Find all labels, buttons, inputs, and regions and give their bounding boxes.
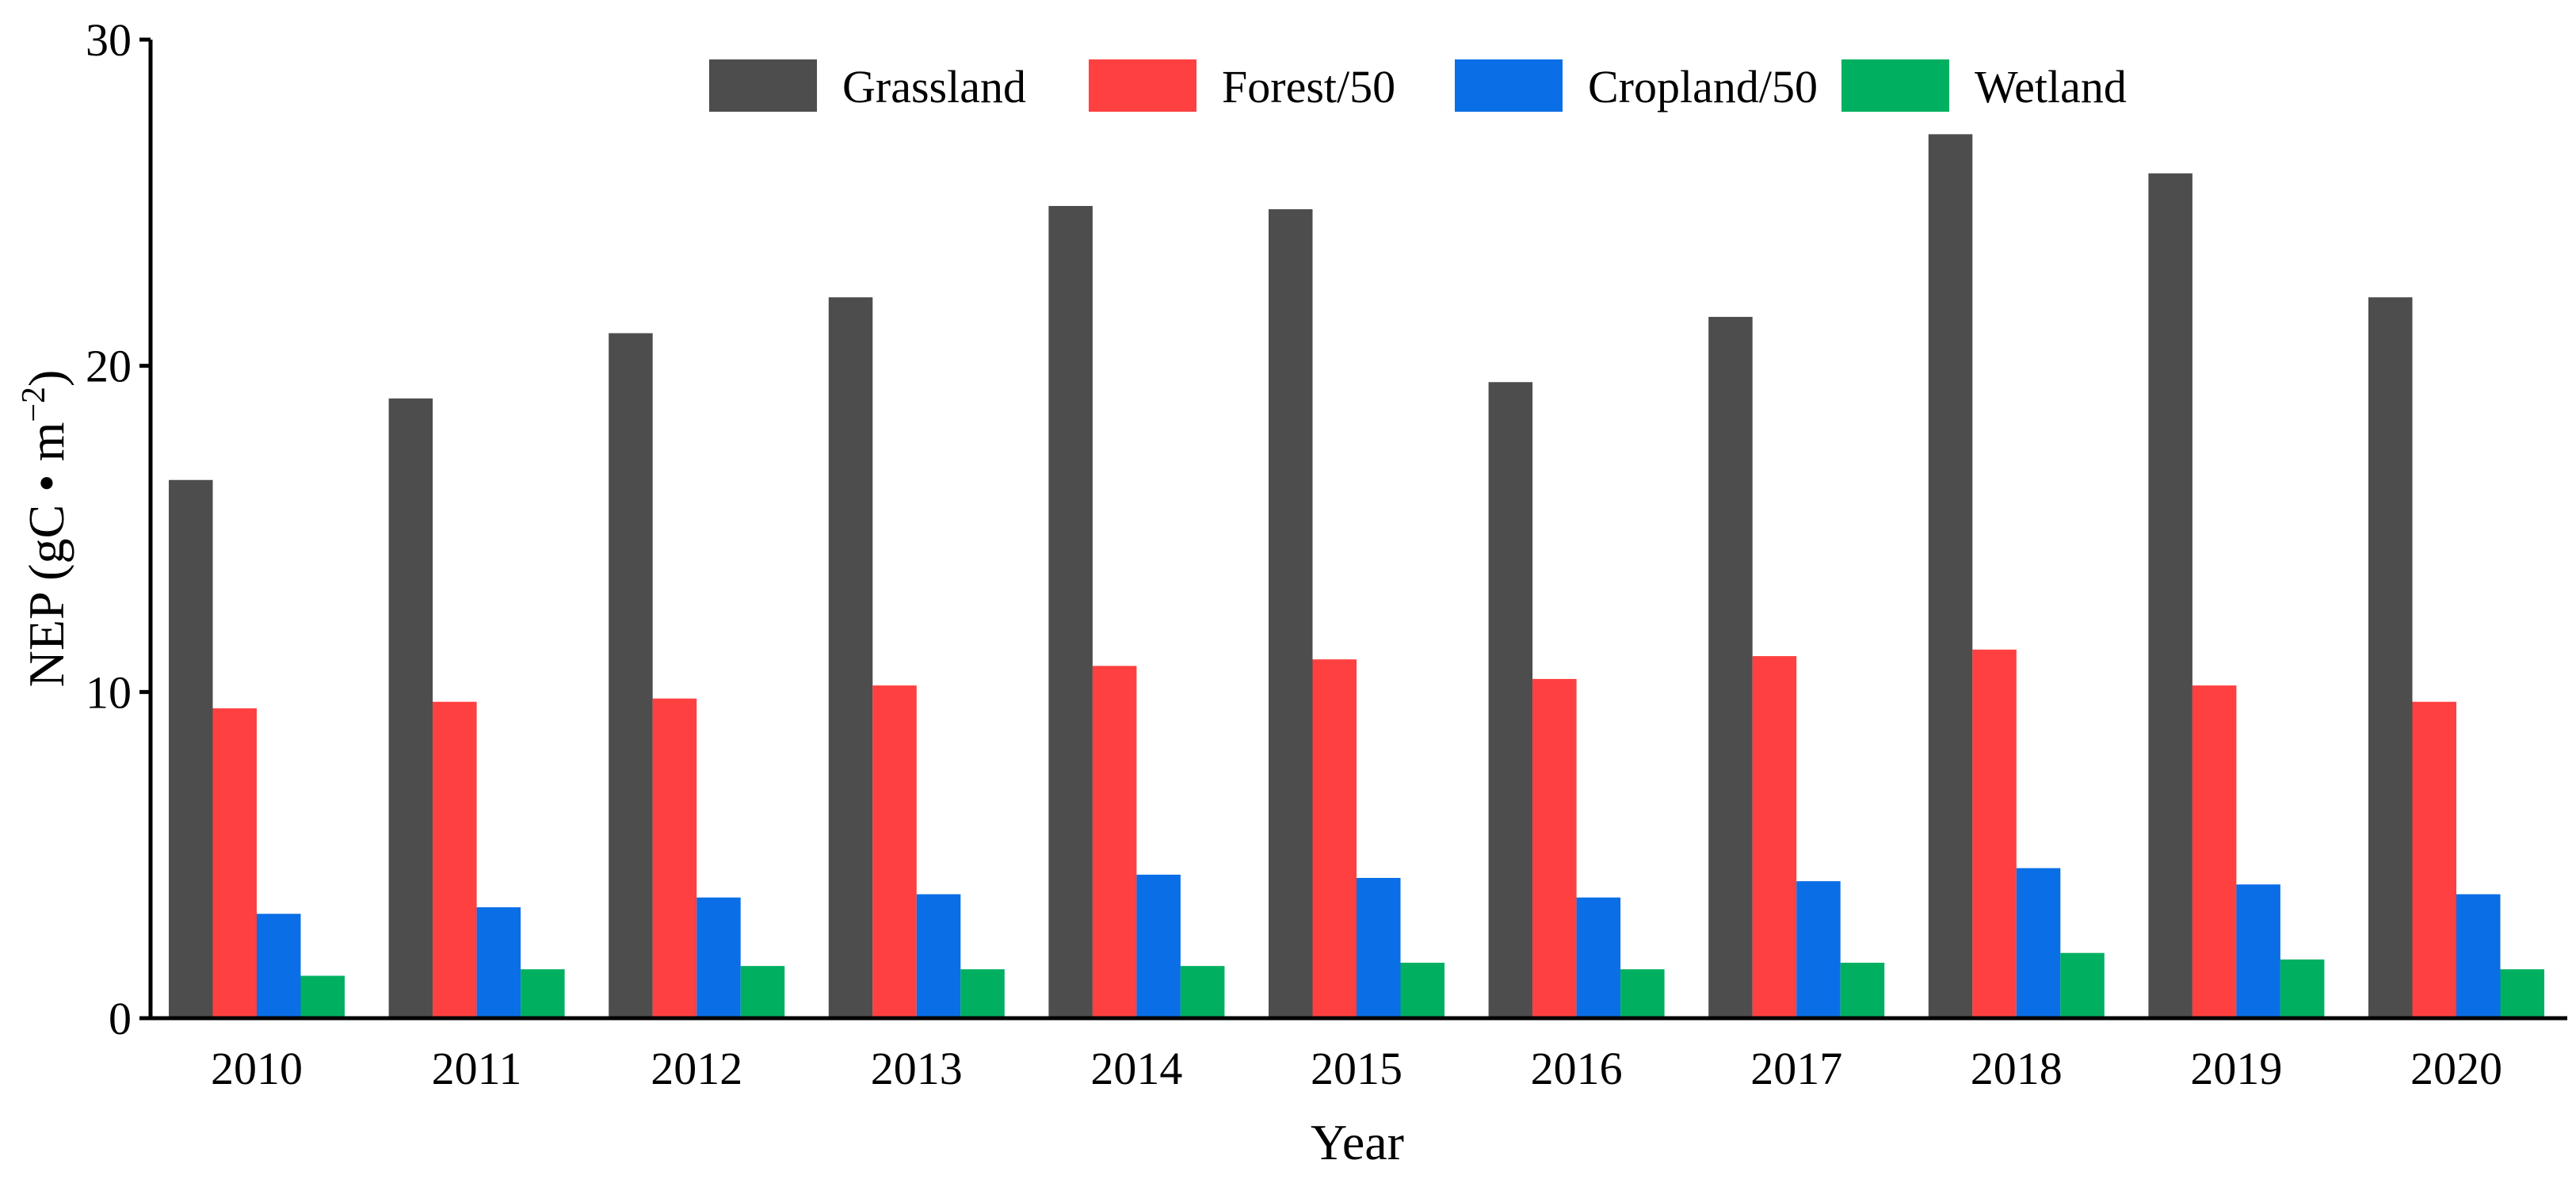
legend-swatch-forest-50 xyxy=(1089,59,1196,112)
bar-forest-50-2018 xyxy=(1972,649,2017,1018)
bar-grassland-2014 xyxy=(1048,205,1093,1019)
bar-wetland-2015 xyxy=(1400,963,1444,1018)
bar-grassland-2020 xyxy=(2368,297,2413,1018)
bar-wetland-2010 xyxy=(300,975,345,1018)
y-axis-title-close: ) xyxy=(18,370,74,387)
y-tick-label: 0 xyxy=(109,993,132,1044)
bar-wetland-2019 xyxy=(2280,959,2325,1018)
bar-cropland-50-2015 xyxy=(1357,877,1401,1018)
bar-grassland-2011 xyxy=(388,398,433,1018)
y-tick-label: 30 xyxy=(86,14,132,66)
bar-wetland-2014 xyxy=(1180,966,1225,1018)
x-tick-label: 2015 xyxy=(1311,1043,1402,1094)
bar-cropland-50-2020 xyxy=(2456,894,2501,1018)
y-tick-label: 10 xyxy=(86,666,132,718)
y-ticks: 0 10 20 30 xyxy=(86,14,151,1044)
bar-grassland-2018 xyxy=(1928,134,1973,1019)
legend-swatch-cropland-50 xyxy=(1455,59,1563,112)
x-tick-label: 2011 xyxy=(432,1043,522,1094)
y-axis-title-superscript: −2 xyxy=(16,387,52,422)
bars-layer xyxy=(169,134,2544,1019)
bar-cropland-50-2016 xyxy=(1576,897,1621,1018)
legend-label-cropland-50: Cropland/50 xyxy=(1588,61,1818,113)
bar-cropland-50-2017 xyxy=(1796,881,1841,1018)
bar-forest-50-2014 xyxy=(1092,666,1137,1018)
bar-wetland-2016 xyxy=(1620,969,1665,1018)
bar-cropland-50-2010 xyxy=(257,914,301,1018)
bar-forest-50-2013 xyxy=(872,685,917,1018)
bar-wetland-2011 xyxy=(521,969,565,1018)
x-tick-label: 2014 xyxy=(1090,1043,1182,1094)
x-tick-label: 2020 xyxy=(2410,1043,2502,1094)
legend-label-forest-50: Forest/50 xyxy=(1222,61,1395,113)
bar-grassland-2013 xyxy=(828,297,873,1018)
y-axis-title: NEP (gC • m−2) xyxy=(16,370,74,688)
bar-grassland-2017 xyxy=(1708,316,1753,1019)
bar-wetland-2018 xyxy=(2060,952,2105,1018)
x-tick-label: 2012 xyxy=(651,1043,742,1094)
bar-cropland-50-2012 xyxy=(696,897,741,1018)
bar-cropland-50-2018 xyxy=(2016,868,2061,1018)
legend: Grassland Forest/50 Cropland/50 Wetland xyxy=(709,59,2127,113)
bar-grassland-2019 xyxy=(2148,173,2192,1019)
bar-cropland-50-2014 xyxy=(1136,874,1181,1018)
bar-wetland-2020 xyxy=(2500,969,2544,1018)
bar-forest-50-2010 xyxy=(212,708,257,1018)
legend-label-wetland: Wetland xyxy=(1975,61,2127,113)
bar-forest-50-2012 xyxy=(652,698,697,1018)
bar-wetland-2017 xyxy=(1840,963,1885,1018)
x-ticks: 2010 2011 2012 2013 2014 2015 2016 2017 2018 2019… xyxy=(211,1043,2502,1094)
bar-forest-50-2016 xyxy=(1532,678,1577,1018)
x-axis-title: Year xyxy=(1311,1114,1404,1170)
legend-swatch-grassland xyxy=(709,59,817,112)
bar-cropland-50-2019 xyxy=(2236,884,2280,1018)
bar-grassland-2015 xyxy=(1269,209,1313,1019)
bar-forest-50-2015 xyxy=(1312,659,1357,1018)
axes-layer xyxy=(148,40,2567,1021)
x-tick-label: 2018 xyxy=(1971,1043,2063,1094)
bar-forest-50-2019 xyxy=(2192,685,2237,1018)
bar-grassland-2016 xyxy=(1488,382,1533,1018)
x-tick-label: 2019 xyxy=(2190,1043,2282,1094)
x-tick-label: 2017 xyxy=(1750,1043,1842,1094)
y-axis-title-main: NEP (gC • m xyxy=(18,422,74,688)
bar-grassland-2010 xyxy=(169,479,213,1018)
legend-label-grassland: Grassland xyxy=(842,61,1026,113)
x-tick-label: 2013 xyxy=(871,1043,963,1094)
bar-wetland-2012 xyxy=(740,966,785,1018)
bar-wetland-2013 xyxy=(960,969,1005,1018)
bar-cropland-50-2013 xyxy=(916,894,961,1018)
y-tick-label: 20 xyxy=(86,341,132,392)
x-tick-label: 2016 xyxy=(1531,1043,1623,1094)
bar-forest-50-2020 xyxy=(2412,701,2456,1018)
x-tick-label: 2010 xyxy=(211,1043,303,1094)
legend-swatch-wetland xyxy=(1841,59,1949,112)
bar-forest-50-2017 xyxy=(1752,656,1797,1018)
bar-forest-50-2011 xyxy=(433,701,477,1018)
bar-cropland-50-2011 xyxy=(476,907,521,1018)
bar-grassland-2012 xyxy=(609,333,653,1018)
